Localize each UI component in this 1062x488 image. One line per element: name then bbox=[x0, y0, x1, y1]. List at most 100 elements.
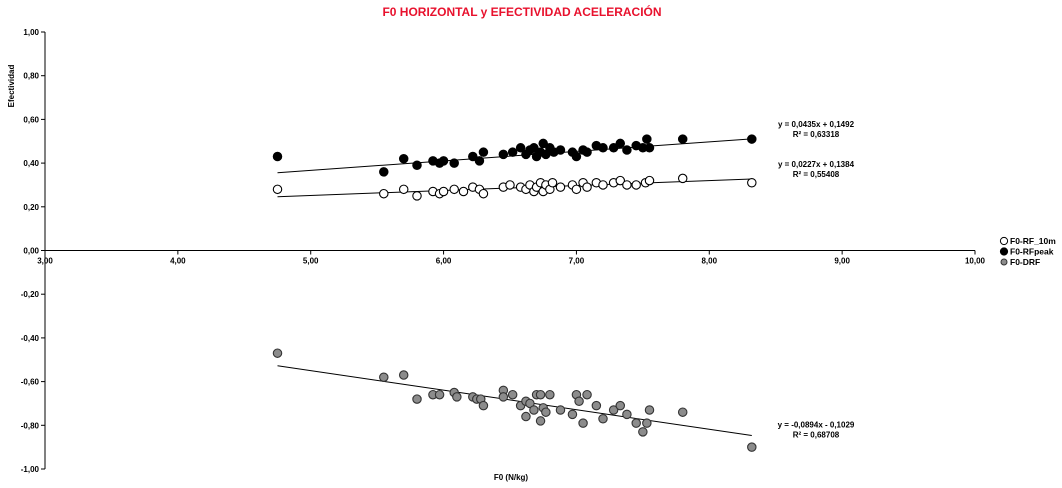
data-point-F0-RFpeak bbox=[398, 153, 409, 164]
data-point-F0-RF_10m bbox=[438, 186, 449, 197]
x-tick-label: 6,00 bbox=[436, 257, 452, 266]
data-point-F0-RFpeak bbox=[449, 158, 459, 168]
data-point-F0-DRF bbox=[541, 407, 551, 417]
y-tick-label: -0,80 bbox=[21, 421, 40, 430]
data-point-F0-RFpeak bbox=[474, 156, 485, 166]
data-point-F0-DRF bbox=[598, 413, 608, 424]
r-squared-F0-RFpeak: R² = 0,63318 bbox=[793, 130, 840, 139]
data-point-F0-RF_10m bbox=[747, 178, 757, 188]
r-squared-F0-RF_10m: R² = 0,55408 bbox=[793, 170, 840, 179]
data-point-F0-DRF bbox=[379, 372, 389, 382]
data-point-F0-RF_10m bbox=[458, 186, 469, 197]
data-point-F0-RFpeak bbox=[644, 143, 655, 153]
legend-marker-F0-RF_10m bbox=[999, 236, 1009, 246]
x-tick-label: 7,00 bbox=[569, 257, 585, 266]
data-point-F0-DRF bbox=[644, 405, 655, 415]
data-point-F0-DRF bbox=[615, 400, 626, 411]
data-point-F0-RFpeak bbox=[555, 145, 566, 155]
data-point-F0-RF_10m bbox=[631, 180, 641, 190]
y-tick-label: -1,00 bbox=[21, 465, 40, 474]
data-point-F0-DRF bbox=[521, 411, 531, 422]
data-point-F0-RF_10m bbox=[449, 184, 459, 195]
data-point-F0-DRF bbox=[608, 405, 619, 415]
y-tick-label: -0,60 bbox=[21, 378, 40, 387]
data-point-F0-RFpeak bbox=[615, 138, 626, 149]
data-point-F0-DRF bbox=[529, 405, 539, 415]
chart-title: F0 HORIZONTAL y EFECTIVIDAD ACELERACIÓN bbox=[382, 4, 661, 19]
data-point-F0-RF_10m bbox=[622, 180, 632, 190]
data-point-F0-DRF bbox=[412, 394, 422, 404]
data-point-F0-RFpeak bbox=[478, 147, 489, 157]
trendline-F0-RF_10m bbox=[277, 178, 752, 198]
y-tick-label: 0,60 bbox=[23, 115, 39, 124]
axes: 1,00 0,80 0,60 0,40 0,20 0,00 -0,20 -0,40 -0,60 -… bbox=[21, 28, 986, 474]
data-point-F0-RF_10m bbox=[571, 184, 582, 195]
data-point-F0-RF_10m bbox=[379, 188, 389, 199]
data-point-F0-DRF bbox=[545, 389, 555, 400]
data-point-F0-RFpeak bbox=[468, 151, 478, 162]
data-point-F0-RFpeak bbox=[747, 134, 757, 144]
data-point-F0-RF_10m bbox=[478, 188, 489, 199]
data-point-F0-RF_10m bbox=[547, 178, 558, 188]
y-tick-label: 0,00 bbox=[23, 247, 39, 256]
data-point-F0-DRF bbox=[567, 409, 578, 420]
y-axis-label: Efectividad bbox=[7, 65, 16, 108]
data-point-F0-DRF bbox=[478, 400, 489, 411]
data-point-F0-RFpeak bbox=[507, 147, 518, 157]
legend-label-F0-RF_10m: F0-RF_10m bbox=[1010, 236, 1056, 246]
trendline-F0-DRF bbox=[277, 365, 752, 437]
data-point-F0-DRF bbox=[498, 392, 509, 402]
data-point-F0-RF_10m bbox=[398, 184, 409, 195]
data-point-F0-RFpeak bbox=[622, 145, 632, 155]
data-point-F0-RF_10m bbox=[598, 180, 608, 190]
data-point-F0-DRF bbox=[582, 389, 592, 400]
legend-label-F0-DRF: F0-DRF bbox=[1010, 257, 1040, 267]
y-tick-label: 1,00 bbox=[23, 28, 39, 37]
x-tick-label: 10,00 bbox=[965, 257, 986, 266]
data-point-F0-RFpeak bbox=[608, 143, 619, 153]
data-points bbox=[272, 134, 757, 452]
data-point-F0-RF_10m bbox=[677, 173, 688, 184]
y-tick-label: -0,40 bbox=[21, 334, 40, 343]
legend-label-F0-RFpeak: F0-RFpeak bbox=[1010, 247, 1054, 257]
data-point-F0-RFpeak bbox=[379, 167, 389, 177]
data-point-F0-DRF bbox=[578, 418, 588, 428]
data-point-F0-RF_10m bbox=[272, 184, 283, 195]
data-point-F0-RF_10m bbox=[582, 182, 592, 192]
y-tick-label: 0,40 bbox=[23, 159, 39, 168]
data-point-F0-DRF bbox=[535, 416, 546, 426]
data-point-F0-RFpeak bbox=[515, 143, 526, 153]
equation-F0-DRF: y = -0,0894x - 0,1029 bbox=[778, 421, 855, 430]
data-point-F0-RFpeak bbox=[538, 138, 548, 149]
data-point-F0-RFpeak bbox=[498, 149, 509, 160]
data-point-F0-DRF bbox=[747, 442, 757, 452]
data-point-F0-DRF bbox=[642, 418, 652, 428]
data-point-F0-DRF bbox=[507, 389, 518, 400]
data-point-F0-RFpeak bbox=[272, 151, 283, 162]
data-point-F0-RFpeak bbox=[438, 156, 449, 166]
data-point-F0-DRF bbox=[631, 418, 641, 428]
data-point-F0-RF_10m bbox=[505, 180, 515, 190]
data-point-F0-DRF bbox=[434, 389, 445, 400]
data-point-F0-RFpeak bbox=[677, 134, 688, 144]
data-point-F0-RFpeak bbox=[571, 151, 582, 162]
data-point-F0-DRF bbox=[535, 389, 546, 400]
equation-F0-RF_10m: y = 0,0227x + 0,1384 bbox=[778, 160, 855, 169]
data-point-F0-DRF bbox=[638, 427, 648, 437]
data-point-F0-DRF bbox=[677, 407, 688, 417]
equation-F0-RFpeak: y = 0,0435x + 0,1492 bbox=[778, 120, 855, 129]
data-point-F0-RF_10m bbox=[555, 182, 566, 192]
data-point-F0-DRF bbox=[398, 370, 409, 380]
data-point-F0-RF_10m bbox=[644, 175, 655, 186]
legend-marker-F0-DRF bbox=[1000, 258, 1008, 266]
data-point-F0-RFpeak bbox=[598, 143, 608, 153]
y-tick-label: 0,20 bbox=[23, 203, 39, 212]
data-point-F0-DRF bbox=[272, 348, 283, 358]
x-tick-label: 3,00 bbox=[37, 257, 53, 266]
x-axis-label: F0 (N/kg) bbox=[494, 473, 529, 482]
y-tick-label: 0,80 bbox=[23, 72, 39, 81]
data-point-F0-RF_10m bbox=[615, 175, 626, 186]
